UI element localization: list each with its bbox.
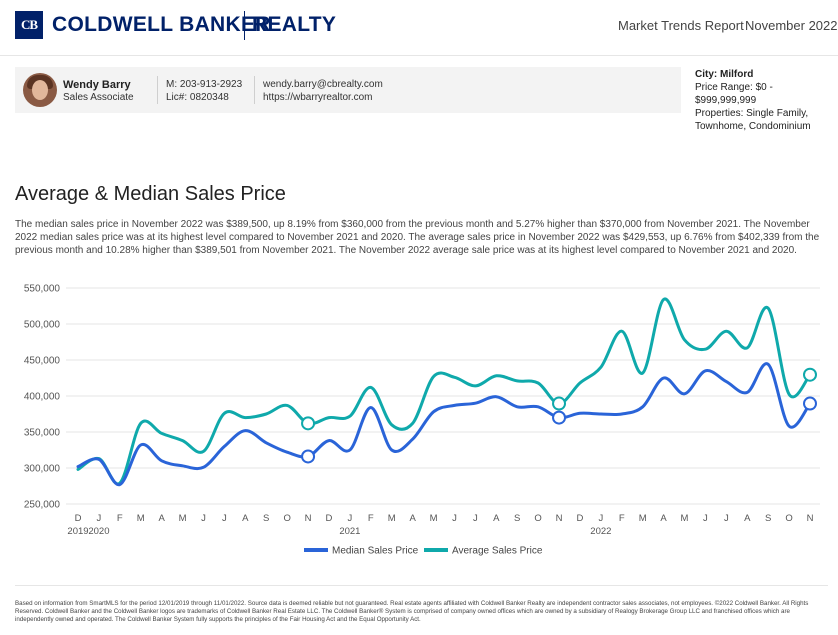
- y-tick-label: 500,000: [24, 320, 61, 331]
- section-summary: The median sales price in November 2022 …: [15, 219, 820, 256]
- x-tick-label: M: [681, 513, 689, 524]
- x-tick-label: F: [117, 513, 123, 524]
- agent-role: Sales Associate: [63, 92, 134, 103]
- x-tick-label: O: [785, 513, 792, 524]
- y-tick-label: 550,000: [24, 284, 61, 295]
- legend-average-label: Average Sales Price: [452, 546, 543, 557]
- filter-price-range: Price Range: $0 - $999,999,999: [695, 82, 773, 106]
- x-tick-label: A: [744, 513, 751, 524]
- x-tick-label: D: [75, 513, 82, 524]
- legend-median-label: Median Sales Price: [332, 546, 419, 557]
- x-tick-label: M: [430, 513, 438, 524]
- average-point-marker: [552, 396, 567, 411]
- x-tick-label: S: [514, 513, 520, 524]
- footer-disclaimer: Based on information from SmartMLS for t…: [15, 585, 828, 624]
- sales-price-line-chart: 250,000 300,000 350,000 400,000 450,000 500,0…: [24, 284, 820, 557]
- x-tick-label: N: [807, 513, 814, 524]
- x-tick-label: O: [534, 513, 541, 524]
- agent-license: Lic#: 0820348: [166, 92, 229, 103]
- y-tick-label: 300,000: [24, 464, 61, 475]
- x-tick-label: J: [724, 513, 729, 524]
- filter-city: City: Milford: [695, 69, 754, 80]
- x-tick-label: J: [452, 513, 457, 524]
- average-sales-price-line: [76, 297, 812, 486]
- average-point-marker: [803, 367, 817, 382]
- filter-properties: Properties: Single Family, Townhome, Con…: [695, 108, 811, 132]
- agent-card: Wendy Barry Sales Associate M: 203-913-2…: [15, 67, 681, 113]
- report-filters: City: Milford Price Range: $0 - $999,999…: [695, 68, 835, 133]
- coldwell-banker-logo-icon: CB: [15, 11, 43, 39]
- agent-name: Wendy Barry: [63, 79, 131, 91]
- x-tick-label: M: [179, 513, 187, 524]
- median-point-marker: [552, 410, 567, 425]
- report-date: November 2022: [745, 18, 838, 33]
- y-tick-label: 450,000: [24, 356, 61, 367]
- median-point-marker: [803, 396, 817, 411]
- x-tick-label: J: [348, 513, 353, 524]
- x-tick-label: J: [703, 513, 708, 524]
- x-tick-label: A: [493, 513, 500, 524]
- logo-divider: [244, 11, 245, 40]
- x-year-label: 2022: [590, 526, 611, 537]
- x-year-label: 2019: [67, 526, 88, 537]
- x-tick-label: N: [305, 513, 312, 524]
- x-tick-label: J: [222, 513, 227, 524]
- x-tick-label: J: [598, 513, 603, 524]
- agent-phone: M: 203-913-2923: [166, 79, 243, 90]
- x-tick-label: F: [368, 513, 374, 524]
- brand-sub: REALTY: [252, 13, 337, 36]
- y-tick-label: 350,000: [24, 428, 61, 439]
- x-tick-label: N: [556, 513, 563, 524]
- x-tick-label: D: [577, 513, 584, 524]
- agent-website[interactable]: https://wbarryrealtor.com: [263, 92, 373, 103]
- x-tick-label: J: [97, 513, 102, 524]
- section-title: Average & Median Sales Price: [15, 183, 286, 205]
- x-tick-label: A: [409, 513, 416, 524]
- x-tick-label: A: [660, 513, 667, 524]
- x-tick-label: M: [137, 513, 145, 524]
- report-title: Market Trends Report: [618, 18, 744, 33]
- x-tick-label: S: [765, 513, 771, 524]
- x-tick-label: J: [473, 513, 478, 524]
- x-tick-label: A: [158, 513, 165, 524]
- y-tick-label: 400,000: [24, 392, 61, 403]
- x-tick-label: D: [326, 513, 333, 524]
- x-tick-label: O: [283, 513, 290, 524]
- average-point-marker: [301, 416, 316, 431]
- divider: [157, 76, 158, 104]
- divider: [254, 76, 255, 104]
- y-tick-label: 250,000: [24, 500, 61, 511]
- median-point-marker: [301, 449, 316, 464]
- x-tick-label: M: [388, 513, 396, 524]
- x-tick-label: S: [263, 513, 269, 524]
- avatar: [23, 73, 57, 107]
- x-tick-label: A: [242, 513, 249, 524]
- x-tick-label: J: [201, 513, 206, 524]
- median-sales-price-line: [76, 362, 812, 487]
- x-year-label: 2020: [88, 526, 109, 537]
- report-header: CB COLDWELL BANKER REALTY Market Trends …: [0, 0, 838, 56]
- x-year-label: 2021: [339, 526, 360, 537]
- x-tick-label: F: [619, 513, 625, 524]
- agent-email[interactable]: wendy.barry@cbrealty.com: [263, 79, 383, 90]
- brand-name: COLDWELL BANKER: [52, 13, 271, 36]
- x-tick-label: M: [639, 513, 647, 524]
